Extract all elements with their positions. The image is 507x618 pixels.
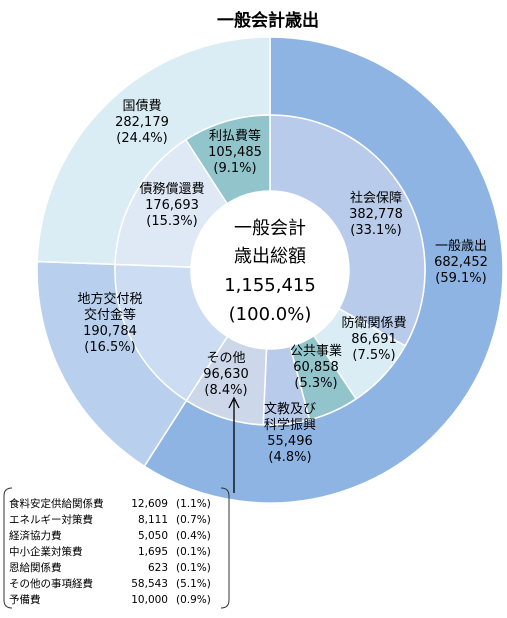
outer-0-label: 一般歳出 682,452 (59.1%) [434,238,488,286]
inner-1-label: 防衛関係費 86,691 (7.5%) [341,315,406,363]
breakdown-pct-0: (1.1%) [176,498,211,510]
inner-3-label: 文教及び科学振興 55,496 (4.8%) [264,401,316,465]
chart-title: 一般会計歳出 [217,10,319,31]
breakdown-name-0: 食料安定供給関係費 [9,497,104,510]
center-line1: 一般会計 [234,218,306,239]
breakdown-name-6: 予備費 [9,593,41,606]
breakdown-bracket [3,487,230,609]
inner-6-label: 債務償還費 176,693 (15.3%) [139,182,204,229]
center-pct: (100.0%) [229,304,312,325]
outer-ring [36,36,504,504]
breakdown-list: 食料安定供給関係費 12,609 (1.1%) エネルギー対策費 8,111 (0.7%)… [9,497,211,606]
callout-arrowhead [228,396,240,409]
breakdown-name-3: 中小企業対策費 [9,545,83,558]
inner-0-label: 社会保障 382,778 (33.1%) [349,190,403,238]
breakdown-name-5: その他の事項経費 [9,577,93,590]
breakdown-name-4: 恩給関係費 [9,561,62,574]
breakdown-name-1: エネルギー対策費 [9,513,93,526]
outer-2-label: 国債費 282,179 (24.4%) [115,99,169,146]
breakdown-value-2: 5,050 [138,530,168,542]
breakdown-pct-6: (0.9%) [176,594,211,606]
center-hole [191,191,349,349]
breakdown-value-6: 10,000 [131,594,168,606]
inner-4-label: その他 96,630 (8.4%) [203,351,249,398]
inner-2-label: 公共事業 60,858 (5.3%) [290,343,342,391]
breakdown-value-1: 8,111 [138,514,168,526]
breakdown-value-3: 1,695 [138,546,168,558]
breakdown-value-5: 58,543 [131,578,168,590]
breakdown-pct-4: (0.1%) [176,562,211,574]
slice-labels: 一般歳出 682,452 (59.1%) 地方交付税交付金等 190,784 (16.5%… [77,99,487,465]
center-total: 1,155,415 [224,275,316,296]
outer-1-label: 地方交付税交付金等 190,784 (16.5%) [77,291,142,355]
breakdown-pct-3: (0.1%) [176,546,211,558]
breakdown-pct-1: (0.7%) [176,514,211,526]
breakdown-value-0: 12,609 [131,498,168,510]
inner-ring [114,114,426,426]
breakdown-value-4: 623 [148,562,168,574]
center-line2: 歳出総額 [234,246,306,267]
inner-7-label: 利払費等 105,485 (9.1%) [208,128,262,176]
breakdown-pct-2: (0.4%) [176,530,211,542]
breakdown-name-2: 経済協力費 [9,529,62,542]
breakdown-pct-5: (5.1%) [176,578,211,590]
